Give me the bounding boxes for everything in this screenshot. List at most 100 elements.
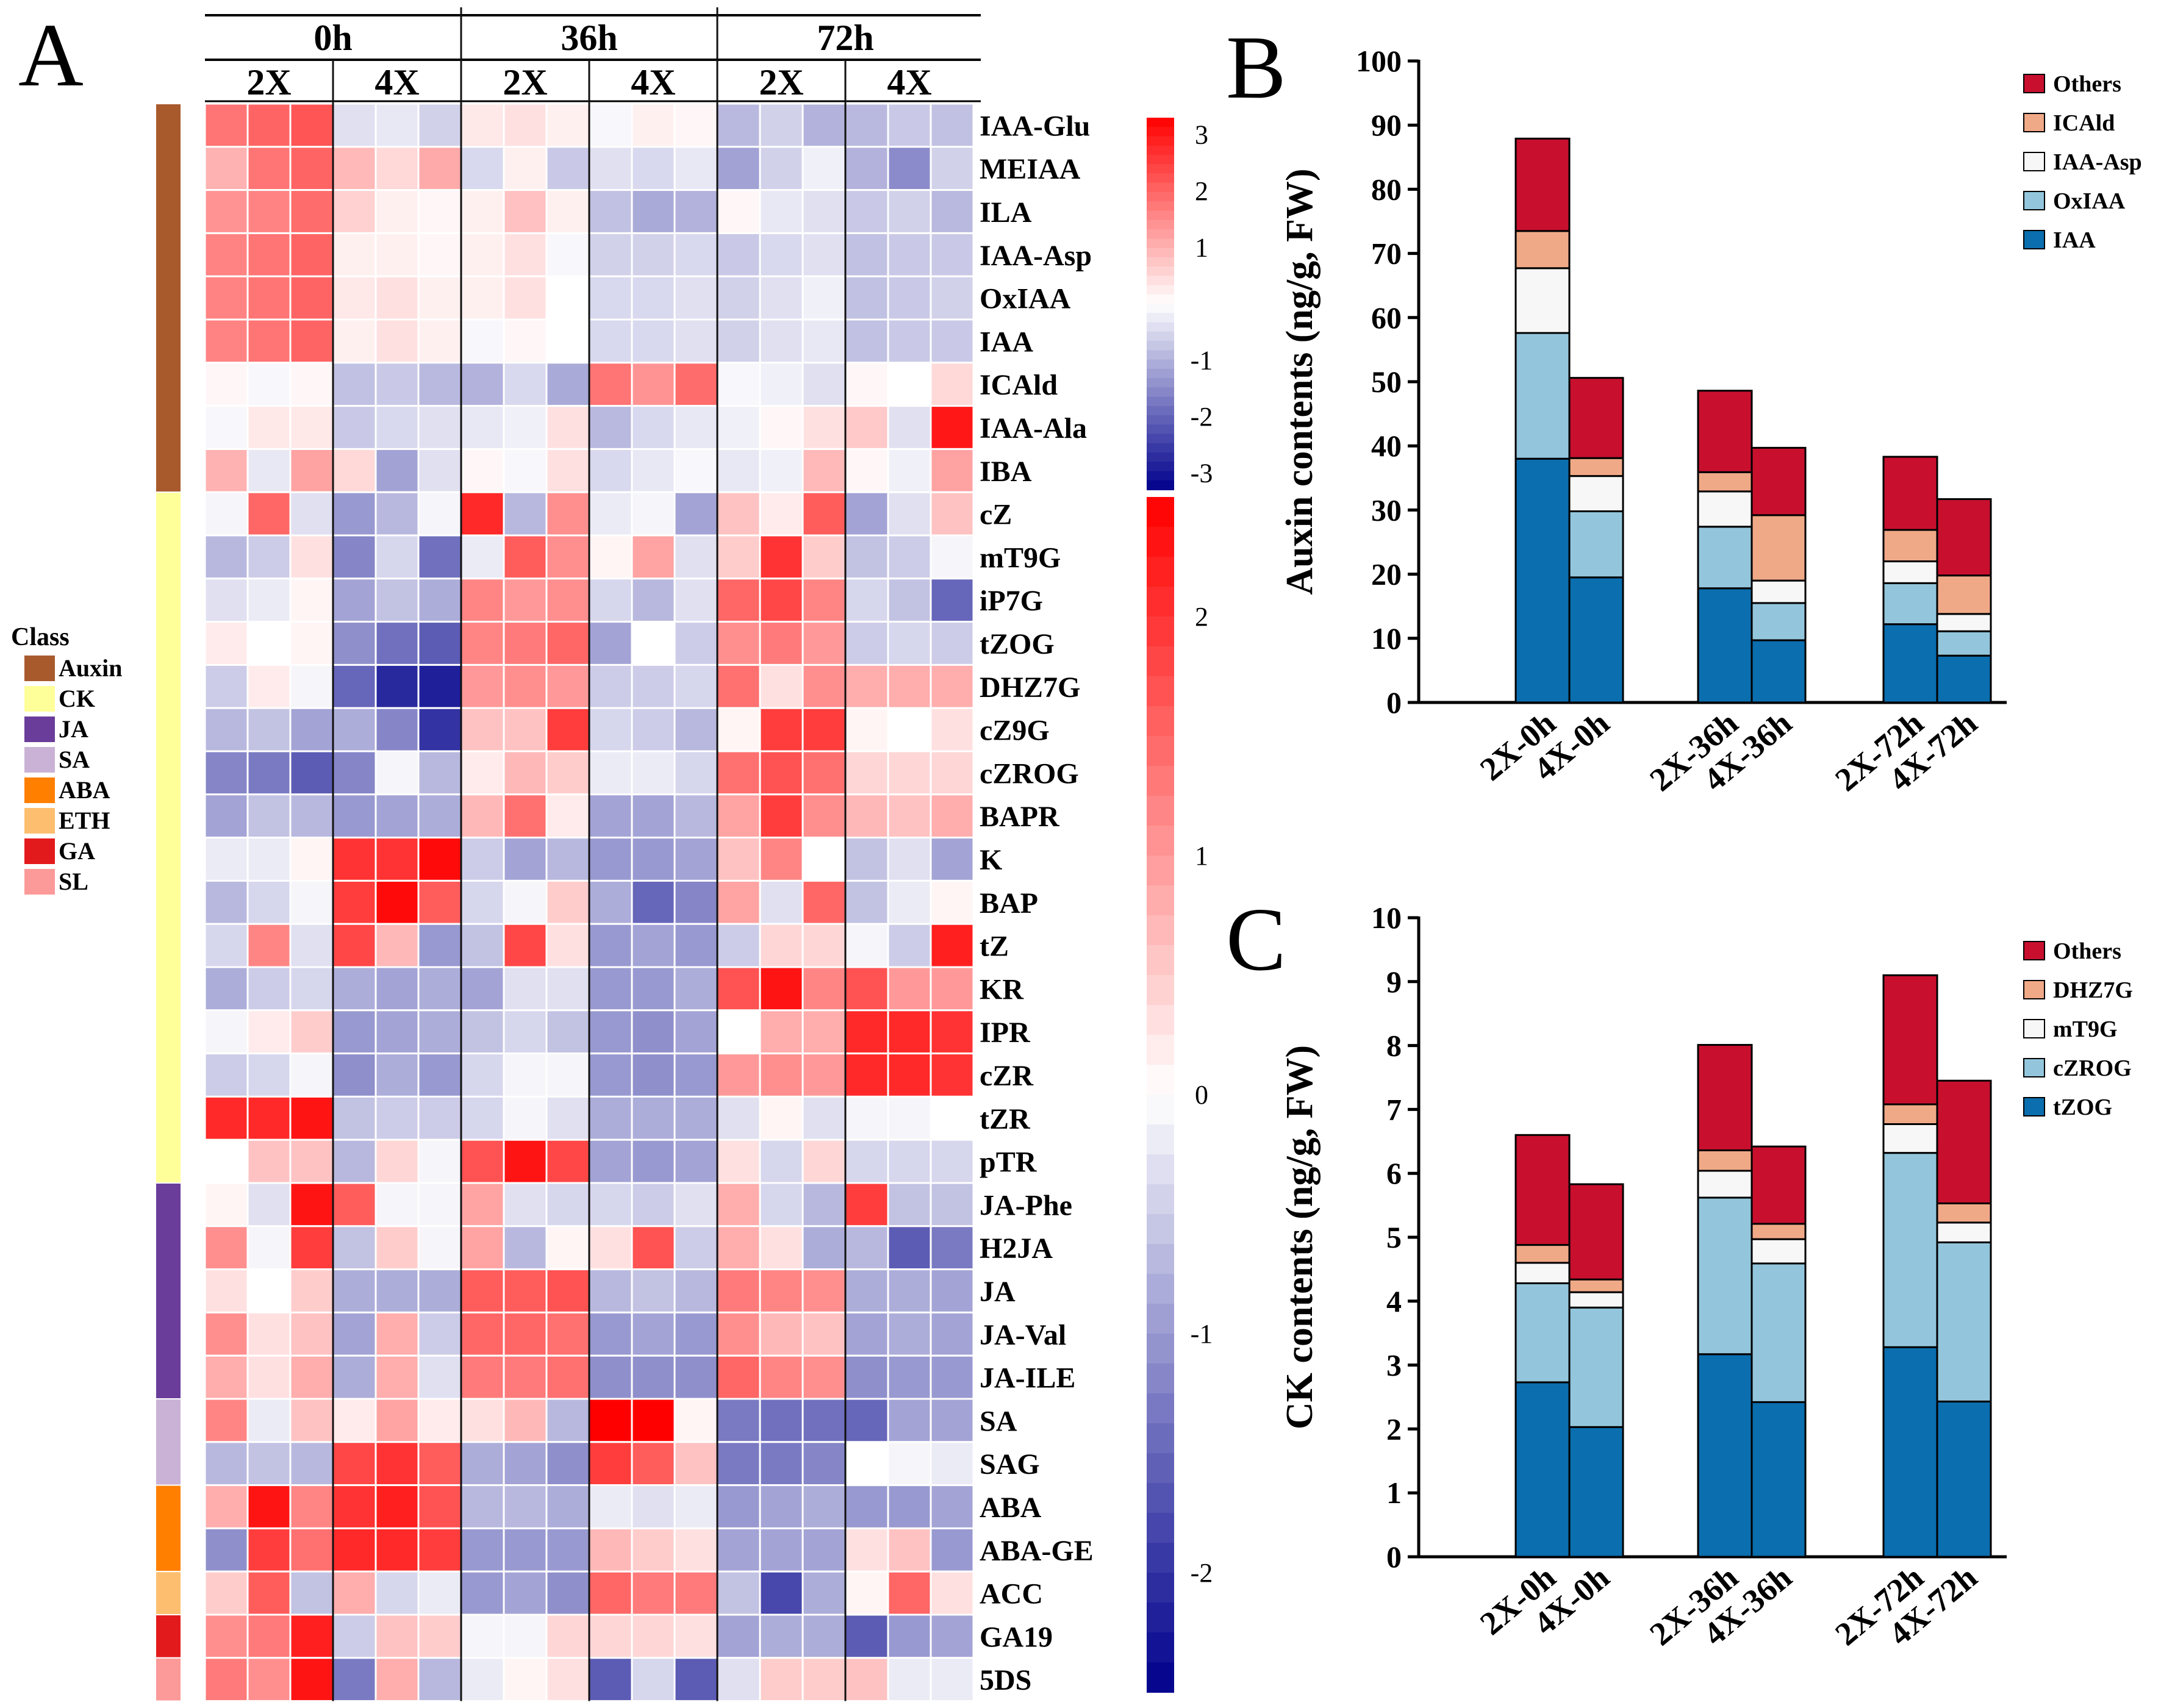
class-bar-sa (155, 1398, 182, 1486)
main-colorbar-segment (1147, 646, 1174, 677)
heatmap-cell (759, 448, 804, 493)
heatmap-cell (759, 621, 804, 666)
heatmap-cell (503, 1095, 548, 1141)
heatmap-cell (375, 966, 420, 1012)
row-label-iaa-glu: IAA-Glu (980, 110, 1090, 142)
heatmap-cell (844, 621, 889, 666)
heatmap-cell (545, 1009, 590, 1055)
heatmap-cell (759, 966, 804, 1012)
auxin-colorbar-tick-label: 1 (1195, 233, 1208, 263)
y-tick-label: 0 (1386, 685, 1402, 720)
heatmap-cell (801, 1052, 847, 1098)
heatmap-cell (332, 1354, 377, 1400)
heatmap-cell (503, 837, 548, 882)
auxin-colorbar-segment (1147, 201, 1174, 212)
heatmap-cell (246, 189, 292, 234)
row-label-h2ja: H2JA (980, 1232, 1053, 1265)
heatmap-cell (204, 1182, 249, 1227)
heatmap-cell (716, 405, 761, 450)
heatmap-cell (716, 663, 761, 709)
legend-label-oxiaa: OxIAA (2053, 188, 2126, 214)
heatmap-cell (844, 491, 889, 537)
bar-segment-iaa-2x-0h (1514, 457, 1571, 704)
heatmap-cell (246, 1095, 292, 1141)
heatmap-cell (246, 663, 292, 709)
heatmap-cell (887, 837, 932, 882)
heatmap-cell (716, 1311, 761, 1357)
heatmap-cell (460, 1182, 505, 1227)
y-tick-label: 0 (1386, 1540, 1402, 1574)
heatmap-cell (588, 102, 633, 148)
heatmap-cell (417, 1354, 462, 1400)
heatmap-cell (631, 1009, 676, 1055)
heatmap-cell (588, 837, 633, 882)
heatmap-cell (716, 1225, 761, 1271)
heatmap-cell (716, 793, 761, 839)
heatmap-cell (801, 1570, 847, 1616)
heatmap-cell (545, 1657, 590, 1703)
heatmap-cell (204, 1613, 249, 1659)
heatmap-cell (887, 966, 932, 1012)
heatmap-cell (631, 1527, 676, 1573)
main-colorbar-segment (1147, 1154, 1174, 1185)
auxin-colorbar-tick-label: 2 (1195, 176, 1208, 206)
heatmap-cell (801, 1657, 847, 1703)
heatmap-cell (588, 1052, 633, 1098)
ploidy-group-4x: 4X (375, 62, 419, 102)
bar-segment-iaa-2x-36h (1697, 587, 1753, 704)
heatmap-cell (801, 793, 847, 839)
heatmap-cell (887, 1398, 932, 1443)
heatmap-cell (673, 1354, 719, 1400)
heatmap-cell (289, 1182, 334, 1227)
class-legend-swatch-eth (24, 808, 55, 834)
heatmap-cell (673, 621, 719, 666)
heatmap-cell (417, 750, 462, 796)
heatmap-cell (204, 879, 249, 925)
heatmap-cell (375, 1657, 420, 1703)
heatmap-cell (588, 1527, 633, 1573)
auxin-colorbar-segment (1147, 378, 1174, 388)
heatmap-cell (588, 1268, 633, 1313)
heatmap-cell (930, 189, 975, 234)
row-label-cz: cZ (980, 499, 1012, 531)
heatmap-cell (545, 102, 590, 148)
heatmap-cell (332, 146, 377, 191)
heatmap-row-labels: IAA-Glu MEIAA ILA IAA-Asp OxIAA IAA ICAld IAA-A… (980, 110, 1094, 1696)
heatmap-cell (631, 1052, 676, 1098)
heatmap-cell (460, 1138, 505, 1184)
heatmap-cell (460, 1484, 505, 1529)
y-tick-label: 1 (1386, 1476, 1402, 1510)
heatmap-cell (716, 275, 761, 321)
heatmap-cell (289, 275, 334, 321)
class-legend-title: Class (11, 623, 70, 651)
heatmap-cell (844, 318, 889, 364)
heatmap-cell (801, 1354, 847, 1400)
time-group-72h: 72h (817, 18, 873, 58)
heatmap-cell (545, 1398, 590, 1443)
heatmap-cell (246, 1570, 292, 1616)
heatmap-cell (887, 1570, 932, 1616)
heatmap-cell (588, 1354, 633, 1400)
heatmap-cell (289, 1138, 334, 1184)
heatmap-cell (844, 1182, 889, 1227)
heatmap-cell (801, 1182, 847, 1227)
heatmap-cell (759, 102, 804, 148)
row-label-ptr: pTR (980, 1146, 1037, 1179)
main-colorbar-segment (1147, 885, 1174, 916)
legend-swatch-dhz7g (2023, 980, 2045, 999)
heatmap-cell (801, 146, 847, 191)
heatmap-cell (503, 1613, 548, 1659)
auxin-colorbar-segment (1147, 462, 1174, 472)
heatmap-cell (417, 793, 462, 839)
heatmap-cell (759, 1527, 804, 1573)
heatmap-cell (545, 1354, 590, 1400)
heatmap-cell (759, 1138, 804, 1184)
heatmap-cell (503, 405, 548, 450)
heatmap-cell (844, 1484, 889, 1529)
heatmap-cell (204, 362, 249, 407)
heatmap-cell (204, 621, 249, 666)
heatmap-cell (716, 491, 761, 537)
heatmap-cell (716, 923, 761, 968)
heatmap-cell (204, 448, 249, 493)
